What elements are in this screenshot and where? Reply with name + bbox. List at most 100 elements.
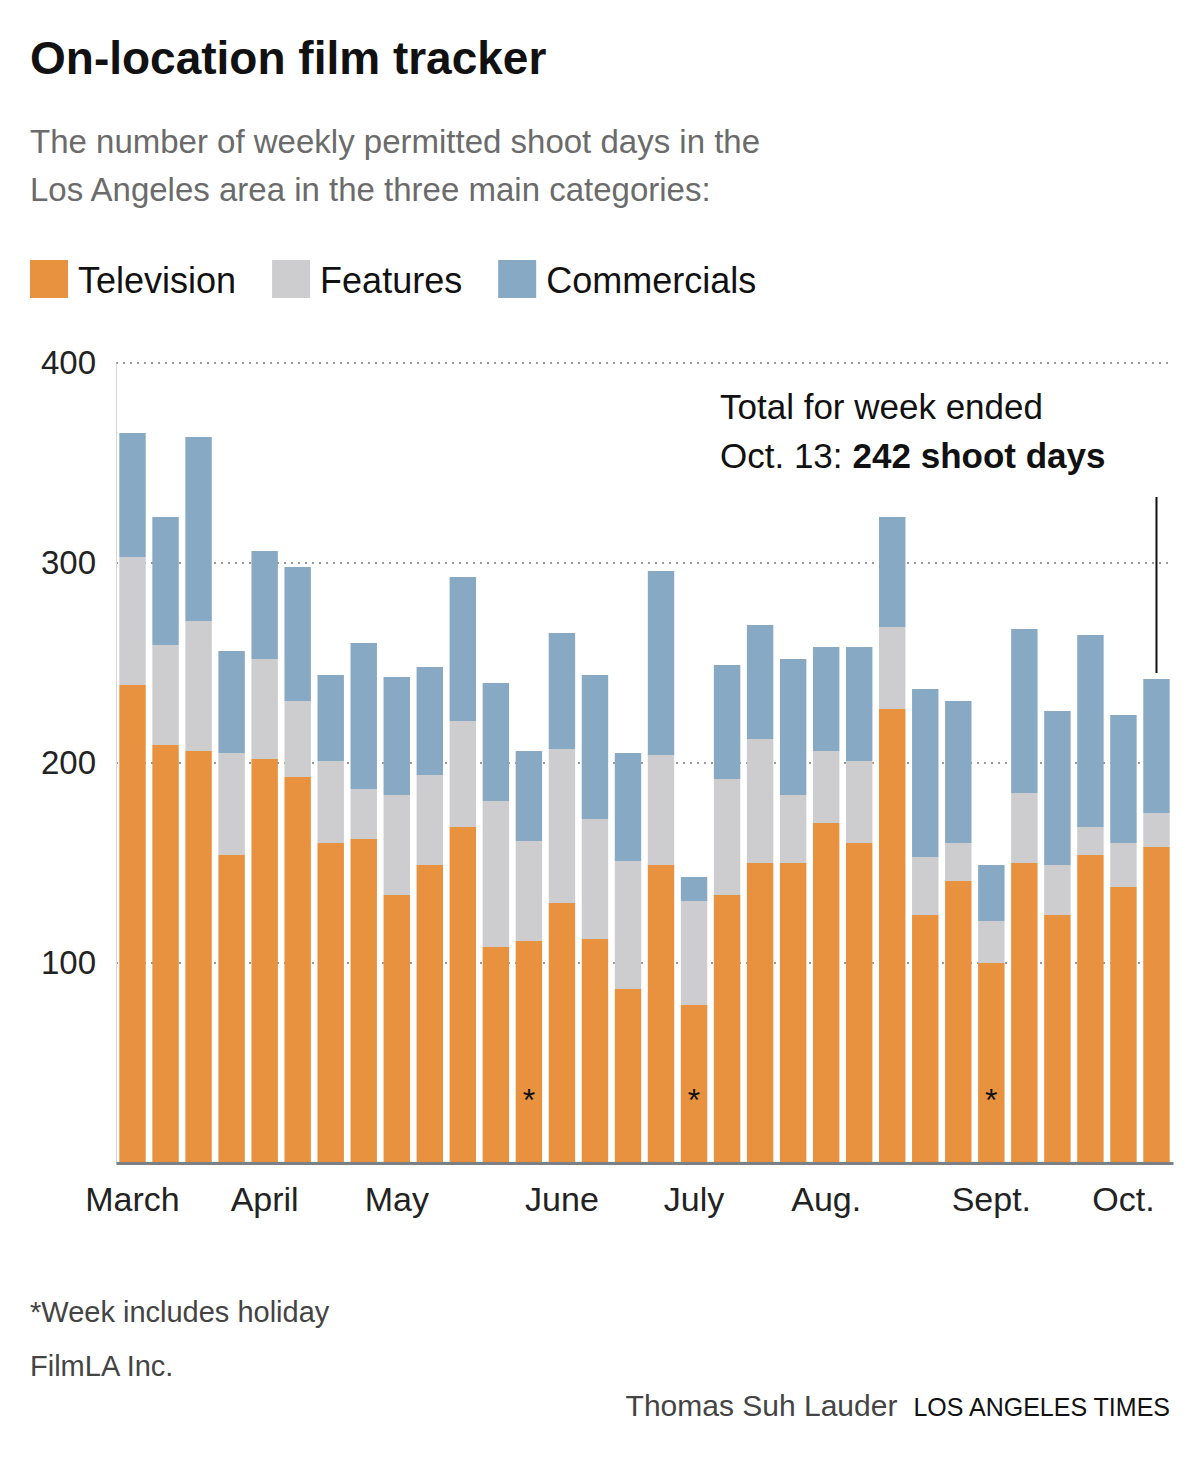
bar [747, 625, 773, 739]
bar [978, 921, 1004, 963]
bar [549, 633, 575, 749]
bar [384, 895, 410, 1163]
bar [813, 647, 839, 751]
bar [284, 777, 310, 1163]
x-tick: March [85, 1163, 179, 1218]
legend: TelevisionFeaturesCommercials [30, 260, 756, 301]
legend-swatch [272, 260, 310, 298]
x-tick: July [664, 1163, 724, 1218]
annotation: Total for week endedOct. 13:242 shoot da… [720, 387, 1156, 673]
bar [780, 795, 806, 863]
x-tick-label: July [664, 1180, 724, 1218]
bar [549, 749, 575, 903]
bar [1143, 679, 1169, 813]
bar [945, 701, 971, 843]
bar [384, 795, 410, 895]
bar [1011, 863, 1037, 1163]
bar [351, 839, 377, 1163]
x-tick-label: June [525, 1180, 599, 1218]
bar [1011, 793, 1037, 863]
annotation-text: Total for week ended [720, 387, 1043, 426]
bar [417, 775, 443, 865]
bar [780, 863, 806, 1163]
x-tick: May [365, 1163, 429, 1218]
subtitle: The number of weekly permitted shoot day… [30, 123, 760, 160]
bar [912, 915, 938, 1163]
y-tick-label: 400 [41, 344, 96, 381]
footnote: FilmLA Inc. [30, 1350, 173, 1382]
holiday-marker: * [985, 1082, 997, 1118]
x-tick-label: Aug. [791, 1180, 861, 1218]
bar [218, 855, 244, 1163]
legend-item: Commercials [498, 260, 756, 301]
legend-item: Features [272, 260, 462, 301]
bar [152, 517, 178, 645]
bar [119, 557, 145, 685]
y-tick-label: 200 [41, 744, 96, 781]
credit: Thomas Suh Lauder [626, 1389, 898, 1422]
grid-line [116, 362, 1173, 364]
bar [317, 761, 343, 843]
bar [747, 739, 773, 863]
bar [284, 701, 310, 777]
bar [218, 753, 244, 855]
y-tick: 300 [41, 544, 116, 581]
legend-label: Commercials [546, 260, 756, 301]
bar [549, 903, 575, 1163]
bar [1011, 629, 1037, 793]
x-tick: Sept. [952, 1163, 1031, 1218]
legend-swatch [30, 260, 68, 298]
bar [516, 941, 542, 1163]
x-tick-label: Oct. [1092, 1180, 1154, 1218]
bar [681, 877, 707, 901]
bar [582, 819, 608, 939]
y-tick-label: 100 [41, 944, 96, 981]
bar [152, 645, 178, 745]
bar [648, 571, 674, 755]
bar [747, 863, 773, 1163]
footnote: *Week includes holiday [30, 1296, 330, 1328]
bar [185, 621, 211, 751]
bar [317, 843, 343, 1163]
x-tick: Oct. [1092, 1163, 1154, 1218]
bar [1110, 715, 1136, 843]
annotation-text: Oct. 13: [720, 436, 843, 475]
y-tick-label: 300 [41, 544, 96, 581]
x-tick-label: Sept. [952, 1180, 1031, 1218]
bar [648, 865, 674, 1163]
legend-swatch [498, 260, 536, 298]
bar [1077, 827, 1103, 855]
bar [284, 567, 310, 701]
y-tick: 200 [41, 744, 116, 781]
bar [119, 685, 145, 1163]
bar [483, 947, 509, 1163]
bar [912, 857, 938, 915]
bar [813, 823, 839, 1163]
x-tick: April [231, 1163, 299, 1218]
bar [780, 659, 806, 795]
bar [978, 963, 1004, 1163]
bar [1044, 711, 1070, 865]
y-axis-line [116, 364, 117, 1164]
bar [582, 675, 608, 819]
x-tick: June [525, 1163, 599, 1218]
bar [879, 517, 905, 627]
bar [945, 843, 971, 881]
bar [978, 865, 1004, 921]
holiday-marker: * [688, 1082, 700, 1118]
bar [714, 665, 740, 779]
bar [1044, 865, 1070, 915]
bar [483, 801, 509, 947]
bar [251, 759, 277, 1163]
bar [615, 861, 641, 989]
bar [714, 895, 740, 1163]
x-tick-label: March [85, 1180, 179, 1218]
bar [251, 659, 277, 759]
x-axis-line [117, 1162, 1174, 1165]
bar [615, 989, 641, 1163]
bar [185, 751, 211, 1163]
bar [152, 745, 178, 1163]
bar [879, 709, 905, 1163]
bar [846, 647, 872, 761]
holiday-marker: * [523, 1082, 535, 1118]
